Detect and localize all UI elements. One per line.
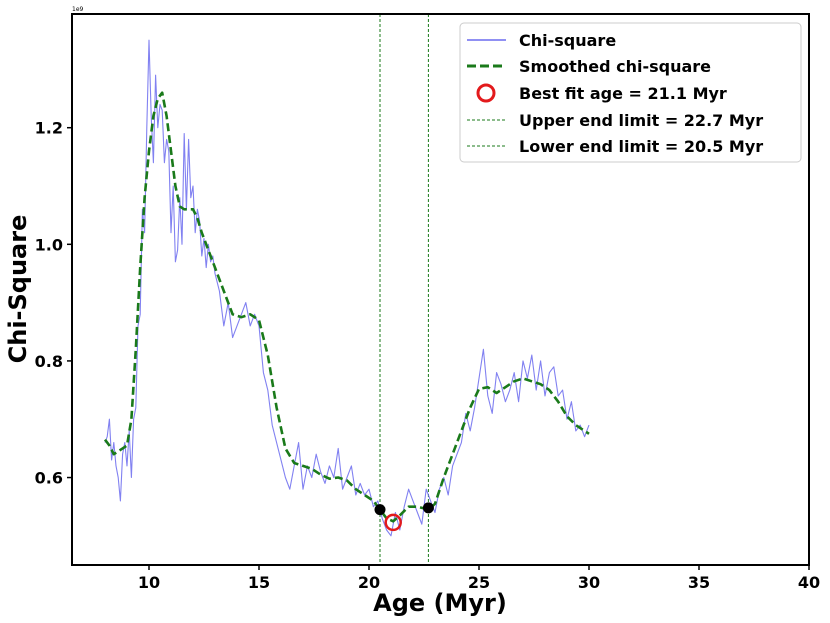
x-tick-label: 30 [578, 573, 600, 592]
best-fit-marker [384, 513, 402, 532]
x-tick-label: 20 [358, 573, 380, 592]
y-axis-title: Chi-Square [4, 215, 32, 364]
x-tick-label: 40 [798, 573, 820, 592]
limit-point-upper [422, 502, 434, 514]
y-tick-label: 1.0 [35, 235, 63, 254]
legend-label-best-fit: Best fit age = 21.1 Myr [519, 84, 727, 103]
y-offset-label: 1e9 [72, 6, 84, 13]
legend-label-smoothed: Smoothed chi-square [519, 57, 711, 76]
plot-area [103, 14, 590, 565]
series-line-smoothed [103, 91, 590, 523]
x-tick-label: 15 [248, 573, 270, 592]
legend: Chi-square Smoothed chi-square Best fit … [459, 22, 802, 163]
legend-label-chi-square: Chi-square [519, 31, 616, 50]
x-axis-title: Age (Myr) [373, 589, 507, 617]
x-axis: 10 15 20 25 30 35 40 [138, 565, 820, 592]
series-line-chi-square [104, 39, 590, 537]
y-tick-label: 1.2 [35, 119, 63, 138]
legend-label-upper-limit: Upper end limit = 22.7 Myr [519, 111, 763, 130]
legend-box [459, 22, 802, 163]
x-tick-label: 25 [468, 573, 490, 592]
y-tick-label: 0.6 [35, 469, 63, 488]
y-axis: 0.6 0.8 1.0 1.2 [35, 119, 72, 488]
x-tick-label: 10 [138, 573, 160, 592]
plot-frame [71, 13, 810, 566]
x-tick-label: 35 [688, 573, 710, 592]
legend-label-lower-limit: Lower end limit = 20.5 Myr [519, 137, 763, 156]
y-tick-label: 0.8 [35, 352, 63, 371]
limit-point-lower [374, 504, 386, 516]
legend-marker-best-fit [476, 83, 496, 103]
